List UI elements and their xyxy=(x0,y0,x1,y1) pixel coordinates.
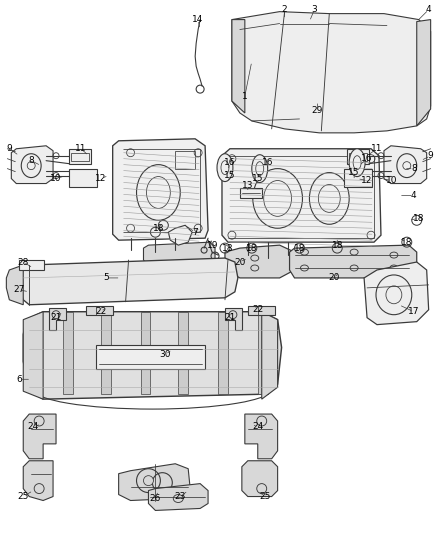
Text: 18: 18 xyxy=(332,240,343,249)
Text: 14: 14 xyxy=(192,15,204,24)
Text: 17: 17 xyxy=(408,307,420,316)
Ellipse shape xyxy=(217,154,233,182)
Polygon shape xyxy=(86,306,113,314)
Text: 16: 16 xyxy=(224,158,236,167)
Text: 12: 12 xyxy=(361,176,373,185)
Text: 28: 28 xyxy=(18,257,29,266)
Text: 5: 5 xyxy=(103,273,109,282)
Polygon shape xyxy=(23,312,43,399)
Text: 21: 21 xyxy=(224,313,236,322)
Text: 25: 25 xyxy=(259,492,270,501)
Text: 11: 11 xyxy=(75,144,87,154)
Text: 20: 20 xyxy=(234,257,246,266)
Bar xyxy=(347,149,369,164)
Text: 9: 9 xyxy=(7,144,12,154)
Polygon shape xyxy=(242,461,278,497)
Text: 10: 10 xyxy=(386,176,398,185)
Text: 18: 18 xyxy=(401,238,413,247)
Polygon shape xyxy=(19,258,238,305)
Polygon shape xyxy=(232,20,245,113)
Text: 8: 8 xyxy=(28,156,34,165)
Polygon shape xyxy=(148,483,208,511)
Text: 23: 23 xyxy=(175,492,186,501)
Text: 22: 22 xyxy=(95,307,106,316)
Text: 12: 12 xyxy=(95,174,106,183)
Bar xyxy=(96,344,205,369)
Bar xyxy=(71,153,89,160)
Text: 20: 20 xyxy=(328,273,340,282)
Text: 25: 25 xyxy=(18,492,29,501)
Polygon shape xyxy=(7,265,23,305)
Text: 18: 18 xyxy=(222,244,234,253)
Polygon shape xyxy=(23,461,53,500)
Polygon shape xyxy=(101,312,111,394)
Text: 16: 16 xyxy=(361,154,373,163)
Text: 7: 7 xyxy=(192,228,198,237)
Text: 1: 1 xyxy=(242,92,248,101)
Polygon shape xyxy=(168,225,192,245)
Polygon shape xyxy=(225,245,294,278)
Text: 6: 6 xyxy=(16,375,22,384)
Polygon shape xyxy=(245,414,278,459)
Text: 27: 27 xyxy=(14,285,25,294)
Text: 15: 15 xyxy=(252,174,264,183)
Polygon shape xyxy=(144,242,215,265)
Text: 16: 16 xyxy=(262,158,273,167)
Polygon shape xyxy=(178,312,188,394)
Text: 8: 8 xyxy=(411,164,417,173)
Polygon shape xyxy=(222,149,381,242)
Text: 4: 4 xyxy=(411,191,417,200)
Text: 18: 18 xyxy=(152,224,164,233)
Text: 26: 26 xyxy=(150,494,161,503)
Polygon shape xyxy=(225,308,242,329)
Polygon shape xyxy=(23,312,282,399)
Bar xyxy=(240,189,262,198)
Polygon shape xyxy=(23,414,56,459)
Text: 21: 21 xyxy=(50,313,62,322)
Polygon shape xyxy=(218,312,228,394)
Bar xyxy=(19,260,44,270)
Text: 4: 4 xyxy=(426,5,431,14)
Text: 11: 11 xyxy=(371,144,383,154)
Text: 18: 18 xyxy=(246,244,258,253)
Text: 15: 15 xyxy=(224,171,236,180)
Polygon shape xyxy=(119,464,190,500)
Bar xyxy=(349,153,367,160)
Text: 9: 9 xyxy=(428,151,434,160)
Bar xyxy=(344,168,372,187)
Text: 22: 22 xyxy=(252,305,263,314)
Polygon shape xyxy=(384,146,427,183)
Text: 13: 13 xyxy=(242,181,254,190)
Polygon shape xyxy=(232,12,431,133)
Ellipse shape xyxy=(144,475,153,486)
Text: 29: 29 xyxy=(312,107,323,116)
Polygon shape xyxy=(141,312,150,394)
Text: 24: 24 xyxy=(28,423,39,432)
Polygon shape xyxy=(11,146,53,183)
Polygon shape xyxy=(248,306,275,314)
Polygon shape xyxy=(262,312,278,399)
Polygon shape xyxy=(113,139,208,240)
Polygon shape xyxy=(49,308,66,329)
Text: 10: 10 xyxy=(50,174,62,183)
Bar xyxy=(69,168,97,187)
Polygon shape xyxy=(290,245,417,278)
Text: 18: 18 xyxy=(413,214,424,223)
Text: 2: 2 xyxy=(282,5,287,14)
Ellipse shape xyxy=(252,155,268,182)
Text: 19: 19 xyxy=(207,240,219,249)
Polygon shape xyxy=(364,262,429,325)
Ellipse shape xyxy=(349,149,365,176)
Polygon shape xyxy=(417,20,431,126)
Bar xyxy=(175,151,195,168)
Text: 18: 18 xyxy=(294,244,305,253)
Polygon shape xyxy=(63,312,73,394)
Text: 15: 15 xyxy=(348,168,360,177)
Bar xyxy=(69,149,91,164)
Text: 30: 30 xyxy=(159,350,171,359)
Text: 24: 24 xyxy=(252,423,263,432)
Text: 3: 3 xyxy=(311,5,317,14)
Polygon shape xyxy=(258,312,268,394)
